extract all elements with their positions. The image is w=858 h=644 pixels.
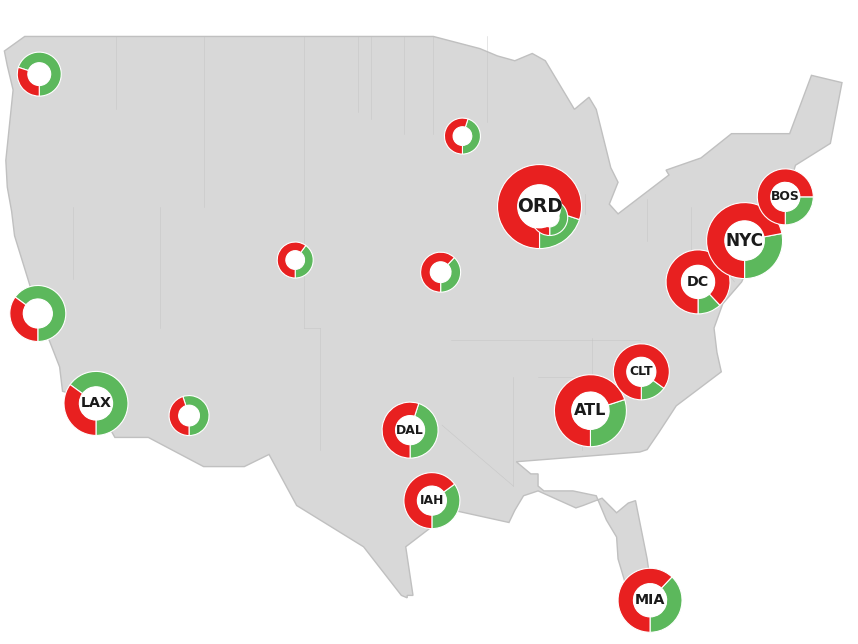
Wedge shape (554, 375, 625, 447)
Wedge shape (382, 402, 419, 458)
Text: NYC: NYC (726, 232, 764, 250)
Circle shape (27, 62, 51, 86)
Circle shape (178, 405, 199, 426)
Text: DC: DC (687, 275, 710, 289)
Circle shape (626, 357, 656, 386)
Text: IAH: IAH (420, 494, 444, 507)
Text: ORD: ORD (517, 197, 562, 216)
Wedge shape (618, 568, 672, 632)
Wedge shape (295, 245, 313, 278)
Wedge shape (183, 395, 209, 435)
Circle shape (571, 392, 609, 430)
Text: MIA: MIA (635, 593, 665, 607)
Text: DAL: DAL (396, 424, 424, 437)
Wedge shape (432, 484, 460, 529)
Wedge shape (441, 258, 461, 292)
Wedge shape (641, 381, 664, 400)
Wedge shape (698, 294, 720, 314)
Wedge shape (613, 344, 669, 400)
Wedge shape (540, 213, 579, 249)
Wedge shape (17, 68, 39, 96)
Circle shape (396, 415, 425, 445)
Wedge shape (444, 118, 468, 154)
Wedge shape (70, 372, 128, 435)
Circle shape (79, 387, 112, 420)
Wedge shape (707, 203, 782, 279)
Text: BOS: BOS (771, 191, 800, 204)
Circle shape (286, 251, 305, 269)
Wedge shape (462, 119, 480, 154)
Wedge shape (410, 404, 438, 458)
Text: ATL: ATL (574, 403, 607, 418)
Circle shape (453, 127, 472, 146)
Wedge shape (650, 577, 682, 632)
Circle shape (725, 221, 764, 260)
Wedge shape (590, 399, 626, 447)
Circle shape (417, 486, 446, 515)
Wedge shape (666, 250, 730, 314)
Wedge shape (745, 234, 782, 279)
Wedge shape (498, 165, 582, 249)
Polygon shape (4, 37, 842, 617)
Wedge shape (404, 473, 455, 529)
Wedge shape (758, 169, 813, 225)
Wedge shape (15, 285, 66, 341)
Circle shape (770, 182, 800, 211)
Wedge shape (532, 200, 555, 236)
Circle shape (23, 299, 52, 328)
Wedge shape (420, 252, 455, 292)
Circle shape (517, 185, 561, 229)
Wedge shape (64, 384, 96, 435)
Circle shape (541, 208, 559, 227)
Circle shape (633, 583, 667, 617)
Wedge shape (9, 297, 38, 341)
Text: CLT: CLT (630, 365, 653, 378)
Wedge shape (277, 242, 305, 278)
Wedge shape (785, 197, 813, 225)
Text: LAX: LAX (81, 397, 112, 410)
Circle shape (430, 261, 451, 283)
Circle shape (681, 265, 715, 299)
Wedge shape (550, 200, 568, 236)
Wedge shape (18, 52, 61, 96)
Wedge shape (169, 397, 189, 435)
